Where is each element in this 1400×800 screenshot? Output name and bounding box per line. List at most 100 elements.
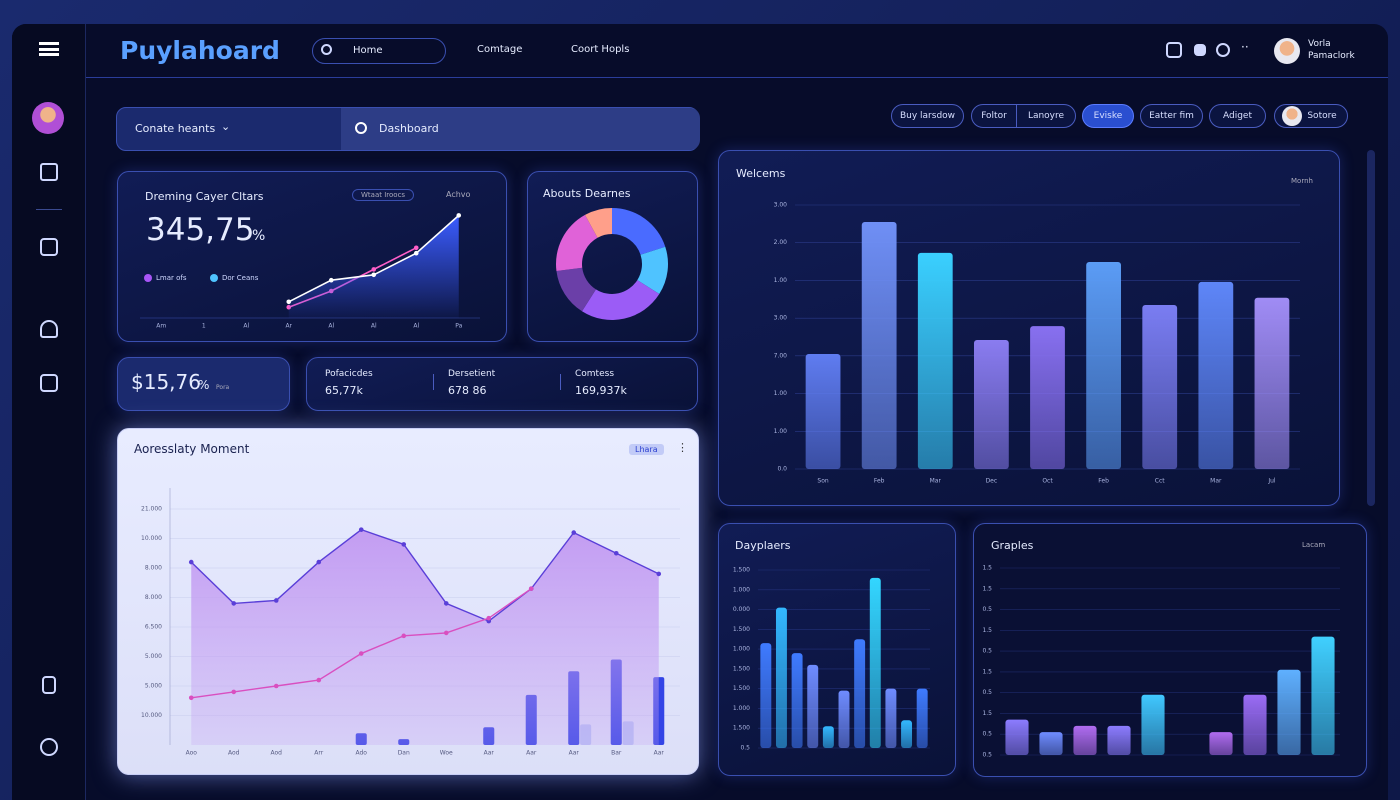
y-tick-label: 1.5 — [982, 565, 992, 572]
x-tick-label: Feb — [1098, 478, 1109, 485]
y-tick-label: 1.5 — [982, 585, 992, 592]
x-tick-label: Aar — [654, 750, 665, 757]
stat-unit: % — [198, 378, 210, 392]
search-text: Home — [353, 45, 383, 56]
filter[interactable]: Foltor — [971, 104, 1017, 128]
metric-value: 678 86 — [448, 384, 487, 397]
point — [486, 615, 492, 621]
y-tick-label: 10.000 — [141, 712, 162, 719]
y-tick-label: 0.5 — [982, 731, 992, 738]
nav-icon[interactable] — [40, 238, 58, 256]
dropdown-caret: ⌄ — [221, 120, 231, 133]
point — [188, 695, 194, 701]
x-tick-label: Al — [371, 323, 377, 330]
bar — [901, 720, 913, 748]
point — [371, 272, 377, 278]
menu-button[interactable] — [39, 42, 59, 56]
point — [273, 598, 279, 603]
y-tick-label: 1.500 — [733, 626, 750, 633]
bar — [760, 643, 772, 748]
filter[interactable]: Lanoyre — [1016, 104, 1076, 128]
user-avatar[interactable] — [1274, 38, 1300, 64]
more-icon[interactable]: ·· — [1241, 40, 1249, 54]
metric-label: Dersetient — [448, 369, 496, 379]
donut-slice — [637, 246, 668, 295]
toolbar-search[interactable]: Dashboard — [341, 108, 700, 150]
metrics-card: Pofacicdes 65,77k Dersetient 678 86 Comt… — [306, 357, 698, 411]
point — [231, 689, 237, 695]
x-tick-label: Mar — [930, 478, 942, 485]
bar — [885, 688, 897, 748]
bar — [916, 688, 928, 748]
metric-label: Comtess — [575, 369, 615, 379]
top-icon[interactable] — [1194, 44, 1206, 56]
top-icon[interactable] — [1166, 42, 1182, 58]
metric-value: 169,937k — [575, 384, 627, 397]
x-tick-label: Al — [243, 323, 249, 330]
y-tick-label: 0.5 — [982, 689, 992, 696]
filter[interactable]: Eatter fim — [1140, 104, 1203, 128]
bar — [1086, 261, 1122, 469]
nav-link[interactable]: Comtage — [477, 44, 523, 55]
nav-icon[interactable] — [40, 374, 58, 392]
divider — [433, 374, 434, 390]
area — [288, 215, 459, 318]
filter[interactable]: Eviske — [1082, 104, 1134, 128]
bar — [1243, 694, 1267, 755]
avatar[interactable] — [32, 102, 64, 134]
x-tick-label: Am — [156, 323, 166, 330]
area — [191, 529, 659, 745]
search-box[interactable]: Home — [312, 38, 446, 64]
scrollbar[interactable] — [1367, 150, 1375, 506]
point — [188, 559, 194, 565]
x-tick-label: Ar — [285, 323, 292, 330]
nav-icon[interactable] — [40, 738, 58, 756]
search-icon — [321, 44, 332, 55]
x-tick-label: Oct — [1042, 478, 1053, 485]
point — [443, 630, 449, 636]
search-text: Dashboard — [379, 122, 439, 135]
point — [413, 245, 419, 251]
bar — [822, 726, 834, 748]
y-tick-label: 0.5 — [982, 648, 992, 655]
card-menu[interactable]: ⋮ — [677, 441, 688, 454]
stat-card: $15,76 % Pora — [117, 357, 290, 411]
y-tick-label: 2.00 — [774, 239, 788, 246]
filter[interactable]: Buy larsdow — [891, 104, 964, 128]
card-menu[interactable]: Achvo — [446, 190, 471, 199]
card-title: Dayplaers — [735, 539, 791, 552]
nav-link[interactable]: Coort Hopls — [571, 44, 630, 55]
bar — [854, 639, 866, 748]
badge[interactable]: Wtaat Iroocs — [352, 189, 415, 201]
dropdown[interactable]: Conate heants — [135, 122, 216, 135]
nav-icon[interactable] — [40, 163, 58, 181]
bar — [1107, 725, 1131, 755]
x-tick-label: Dan — [398, 750, 410, 757]
top-icon[interactable] — [1216, 43, 1230, 57]
bar — [1039, 732, 1063, 755]
nav-icon[interactable] — [40, 320, 58, 338]
point — [571, 530, 577, 535]
bar — [973, 340, 1009, 469]
y-tick-label: 1.500 — [733, 567, 750, 574]
chip[interactable]: Lhara — [629, 444, 664, 455]
top-bar: Puylahoard Home Comtage Coort Hopls ·· V… — [86, 24, 1388, 78]
y-tick-label: 1.5 — [982, 627, 992, 634]
point — [286, 299, 292, 305]
point — [371, 267, 377, 272]
bar — [869, 577, 881, 748]
metric-label: Pofacicdes — [325, 369, 373, 379]
nav-icon[interactable] — [42, 676, 56, 694]
big-value: 345,75 — [146, 212, 255, 248]
filter[interactable]: Adiget — [1209, 104, 1266, 128]
y-tick-label: 0.5 — [740, 745, 750, 752]
point — [401, 542, 407, 547]
x-tick-label: Aar — [484, 750, 495, 757]
bar — [1209, 732, 1233, 755]
y-tick-label: 21.000 — [141, 506, 162, 513]
y-tick-label: 7.00 — [774, 352, 788, 359]
divider — [560, 374, 561, 390]
bar — [805, 353, 841, 469]
y-tick-label: 8.000 — [145, 594, 162, 601]
